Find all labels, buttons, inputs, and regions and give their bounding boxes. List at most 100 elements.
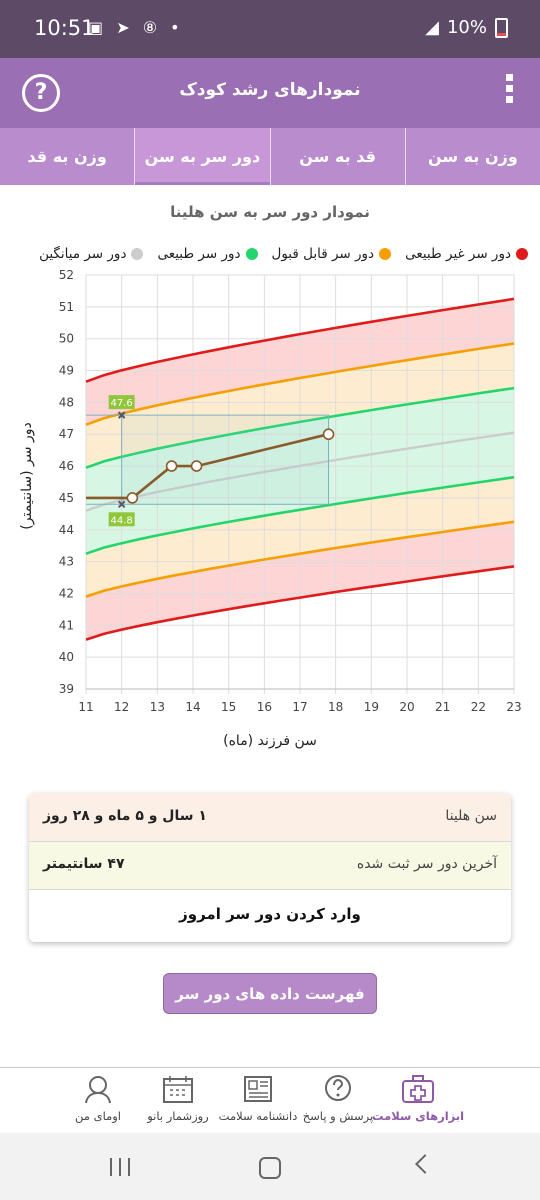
x-tick-label: 17 xyxy=(292,700,307,714)
nav-profile[interactable]: اومای من xyxy=(48,1068,148,1134)
nav-calendar[interactable]: روزشمار بانو xyxy=(128,1068,228,1134)
notification-icons: ▣ ➤ ⑧ • xyxy=(88,18,184,37)
last-measure-value: ۴۷ سانتیمتر xyxy=(43,856,125,872)
curve-acceptable-upper xyxy=(85,342,515,426)
y-tick-label: 51 xyxy=(59,300,74,314)
status-bar: 10:51 ▣ ➤ ⑧ • ◢ 10% xyxy=(0,0,540,58)
back-icon[interactable] xyxy=(415,1154,435,1174)
y-tick-label: 49 xyxy=(59,364,74,378)
x-tick-label: 22 xyxy=(471,700,486,714)
nav-label: روزشمار بانو xyxy=(147,1109,209,1123)
child-data-point xyxy=(126,492,139,504)
legend-item-acceptable[interactable]: دور سر قابل قبول xyxy=(272,244,392,264)
info-card: سن هلینا ۱ سال و ۵ ماه و ۲۸ روز آخرین دو… xyxy=(29,793,511,942)
signal-icon: ◢ xyxy=(425,17,439,38)
range-label-box xyxy=(108,512,135,527)
child-data-point xyxy=(190,460,203,472)
nav-health-tools[interactable]: ابزارهای سلامت xyxy=(368,1068,468,1134)
battery-text: 10% xyxy=(446,17,487,38)
y-tick-label: 47 xyxy=(59,427,74,441)
data-list-button[interactable]: فهرست داده های دور سر هلینا xyxy=(163,973,377,1044)
legend-swatch xyxy=(245,248,258,260)
curve-normal-lower xyxy=(85,475,515,555)
nav-questions[interactable]: پرسش و پاسخ xyxy=(288,1068,388,1134)
avatar-icon xyxy=(85,1076,111,1104)
legend-swatch xyxy=(379,248,392,260)
range-marker xyxy=(117,411,126,419)
page-title: نمودارهای رشد کودک xyxy=(179,80,361,100)
nav-encyclopedia[interactable]: دانشنامه سلامت xyxy=(208,1068,308,1134)
home-icon[interactable] xyxy=(259,1157,281,1179)
tab-height-for-age[interactable]: قد به سن xyxy=(269,128,405,185)
legend-item-normal[interactable]: دور سر طبیعی xyxy=(157,244,258,264)
x-tick-label: 13 xyxy=(150,700,165,714)
y-tick-label: 46 xyxy=(59,459,74,473)
curve-abnormal-upper xyxy=(85,297,515,383)
y-tick-label: 42 xyxy=(59,586,74,600)
tab-head-circumference-for-age[interactable]: دور سر به سن xyxy=(134,128,270,185)
legend-label: دور سر طبیعی xyxy=(157,246,241,262)
newspaper-icon xyxy=(244,1076,272,1102)
y-tick-label: 43 xyxy=(59,555,74,569)
legend-item-abnormal[interactable]: دور سر غیر طبیعی xyxy=(405,244,528,264)
last-measure-label: آخرین دور سر ثبت شده xyxy=(356,856,497,872)
legend-label: دور سر غیر طبیعی xyxy=(405,246,511,262)
curve-abnormal-lower xyxy=(85,565,515,641)
curve-acceptable-lower xyxy=(85,520,515,598)
enter-today-button[interactable]: وارد کردن دور سر امروز xyxy=(179,905,361,923)
x-tick-label: 14 xyxy=(185,700,200,714)
x-tick-label: 20 xyxy=(399,700,414,714)
child-data-point xyxy=(165,460,178,472)
nav-label: اومای من xyxy=(75,1109,121,1123)
y-tick-label: 45 xyxy=(59,491,74,505)
y-tick-label: 40 xyxy=(59,650,74,664)
head-circumference-chart: 39 40 41 42 43 44 45 46 47 48 49 50 51 52 11 12 13 14 15 16… xyxy=(59,268,522,714)
legend-swatch xyxy=(131,248,144,260)
legend-item-average[interactable]: دور سر میانگین xyxy=(39,244,144,264)
x-tick-label: 15 xyxy=(221,700,236,714)
x-tick-label: 18 xyxy=(328,700,343,714)
x-tick-label: 21 xyxy=(435,700,450,714)
y-axis-label: دور سر (سانتیمتر) xyxy=(19,422,35,530)
range-label: 47.6 xyxy=(111,398,133,409)
child-data-point xyxy=(322,428,335,441)
help-button[interactable]: ? xyxy=(22,74,60,112)
legend-label: دور سر میانگین xyxy=(39,246,127,262)
battery-icon xyxy=(495,17,508,38)
bottom-nav: ابزارهای سلامت پرسش و پاسخ دانشنامه سلام… xyxy=(0,1067,540,1134)
enter-today-row[interactable]: وارد کردن دور سر امروز xyxy=(29,890,511,942)
nav-label: ابزارهای سلامت xyxy=(371,1109,465,1123)
nav-label: پرسش و پاسخ xyxy=(302,1109,374,1123)
chart-tabs: وزن به قد دور سر به سن قد به سن وزن به س… xyxy=(0,128,540,185)
status-time: 10:51 xyxy=(34,16,95,40)
x-tick-label: 12 xyxy=(114,700,129,714)
nav-label: دانشنامه سلامت xyxy=(218,1109,298,1123)
range-label: 44.8 xyxy=(111,515,133,526)
curve-average xyxy=(85,431,515,512)
curve-normal-upper xyxy=(85,386,515,469)
legend-label: دور سر قابل قبول xyxy=(271,246,375,262)
system-nav-bar xyxy=(0,1133,540,1200)
chart-title: نمودار دور سر به سن هلینا xyxy=(170,203,370,221)
x-axis-label: سن فرزند (ماه) xyxy=(223,733,317,749)
x-tick-label: 11 xyxy=(78,700,93,714)
last-measure-row: آخرین دور سر ثبت شده ۴۷ سانتیمتر xyxy=(29,842,511,890)
status-right: ◢ 10% xyxy=(425,17,508,38)
y-tick-label: 44 xyxy=(59,523,74,537)
tab-weight-for-age[interactable]: وزن به سن xyxy=(404,128,540,185)
x-tick-label: 16 xyxy=(257,700,272,714)
x-tick-label: 19 xyxy=(364,700,379,714)
y-tick-label: 41 xyxy=(59,618,74,632)
overflow-menu-icon[interactable] xyxy=(506,74,516,108)
age-label: سن هلینا xyxy=(445,808,497,824)
tab-weight-for-height[interactable]: وزن به قد xyxy=(27,147,107,166)
medical-kit-icon xyxy=(402,1075,434,1103)
y-tick-label: 52 xyxy=(59,268,74,282)
calendar-icon xyxy=(163,1076,193,1103)
age-row: سن هلینا ۱ سال و ۵ ماه و ۲۸ روز xyxy=(29,793,511,842)
y-tick-label: 48 xyxy=(59,395,74,409)
age-value: ۱ سال و ۵ ماه و ۲۸ روز xyxy=(43,808,207,824)
y-tick-label: 39 xyxy=(59,682,74,696)
recents-icon[interactable] xyxy=(110,1158,132,1176)
question-bubble-icon xyxy=(325,1075,351,1101)
